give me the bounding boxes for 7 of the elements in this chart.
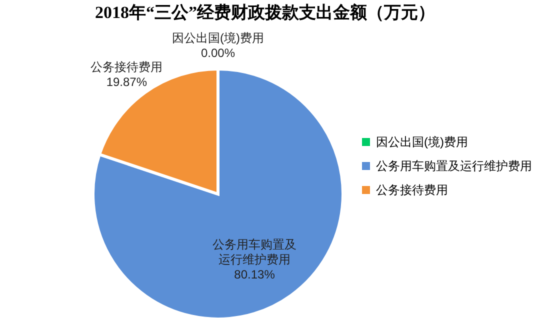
data-label: 公务接待费用 19.87%: [90, 60, 163, 90]
text: 因公出国(境)费用 0.00%: [172, 30, 264, 60]
chart-title: 2018年“三公”经费财政拨款支出金额（万元）: [95, 3, 435, 22]
legend-label: 因公出国(境)费用: [376, 135, 468, 149]
data-label: 公务用车购置及运行维护费用 80.13%: [212, 238, 297, 282]
legend-label: 公务接待费用: [376, 183, 448, 197]
legend-label: 公务用车购置及运行维护费用: [376, 159, 532, 173]
